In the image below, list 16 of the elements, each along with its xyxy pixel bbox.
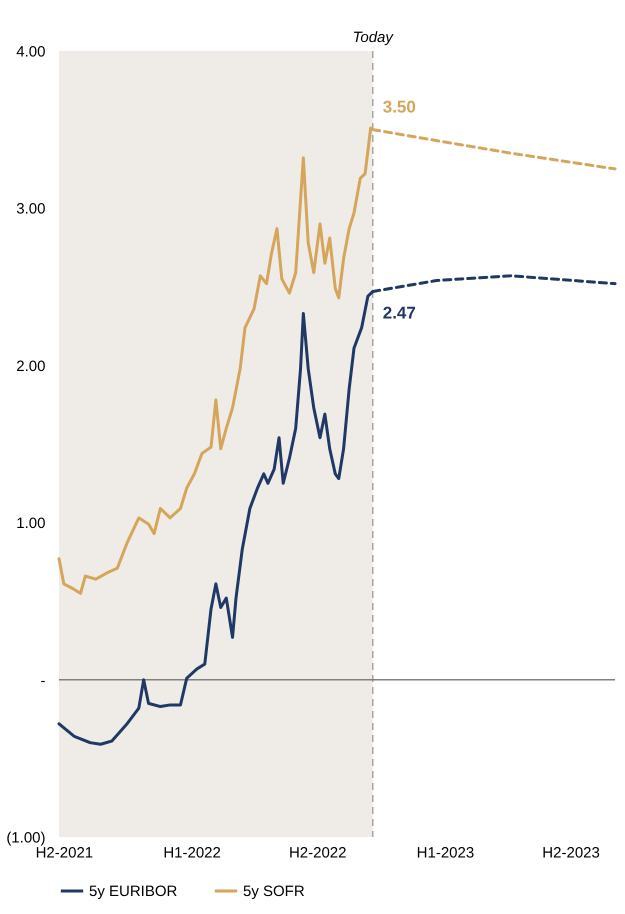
y-tick-label: 4.00 (16, 44, 46, 60)
x-tick-label: H2-2022 (288, 844, 346, 862)
y-tick-label: 2.00 (16, 358, 46, 375)
x-tick-label: H2-2021 (36, 844, 94, 862)
x-tick-label: H1-2022 (163, 844, 221, 862)
legend-label: 5y EURIBOR (89, 883, 178, 900)
legend-label: 5y SOFR (243, 883, 305, 900)
annotation: 2.47 (382, 304, 416, 323)
y-tick-label: (1.00) (6, 830, 46, 846)
ref-line-label: Today (352, 29, 394, 46)
x-tick-label: H1-2023 (416, 844, 474, 862)
y-tick-label: 3.00 (16, 200, 46, 218)
x-tick-label: H2-2023 (542, 844, 600, 862)
annotation: 3.50 (382, 98, 416, 117)
y-tick-label: 1.00 (16, 515, 46, 532)
y-tick-label: - (40, 672, 46, 690)
